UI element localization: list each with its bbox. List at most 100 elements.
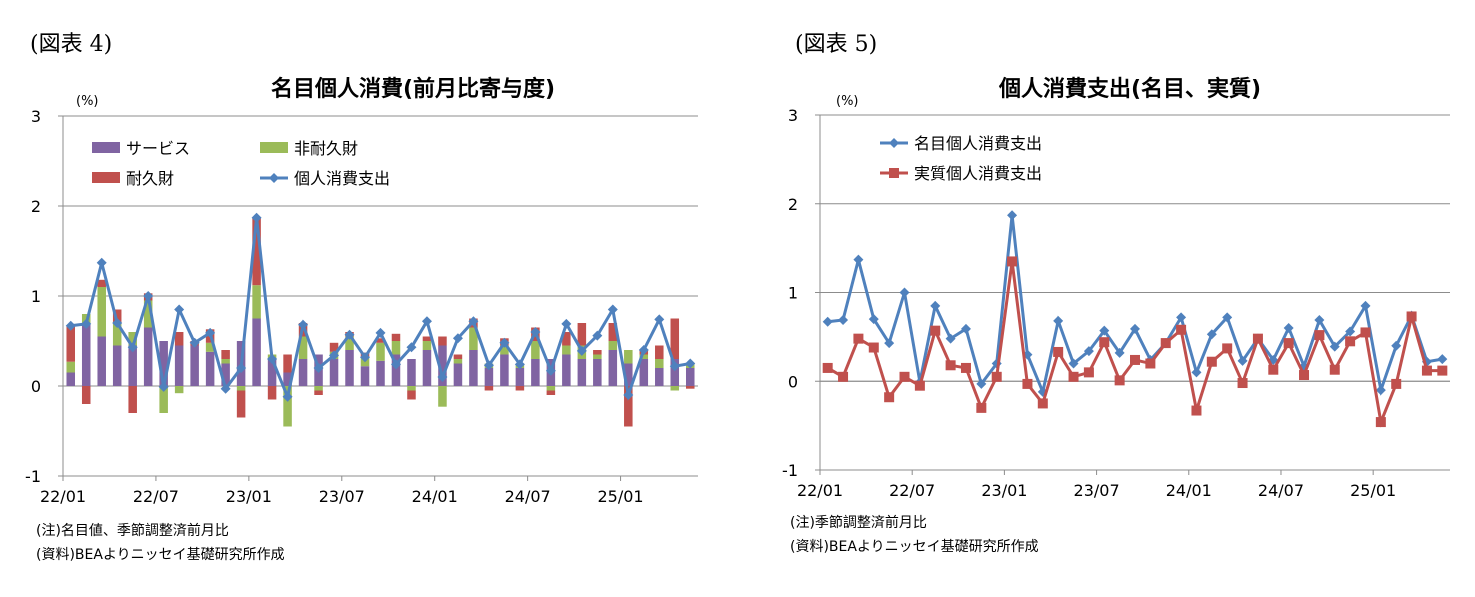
data-point xyxy=(1237,378,1248,389)
bar-segment xyxy=(484,368,494,386)
bar-segment xyxy=(376,342,385,361)
legend-label: サービス xyxy=(126,139,190,158)
data-point xyxy=(437,372,448,382)
data-point xyxy=(991,371,1002,382)
data-point xyxy=(638,345,649,355)
bar-segment xyxy=(453,354,463,359)
bar-segment xyxy=(205,351,215,386)
data-point xyxy=(483,360,494,371)
data-point xyxy=(838,371,849,382)
data-point xyxy=(1130,354,1140,365)
y-tick-label: -1 xyxy=(782,461,798,480)
bar-segment xyxy=(391,341,401,355)
bar-segment xyxy=(159,341,168,386)
chart-4-note: (注)名目値、季節調整済前月比 xyxy=(36,523,229,539)
bar-segment xyxy=(283,386,292,427)
bar-segment xyxy=(174,386,184,394)
bar-segment xyxy=(298,359,308,386)
x-tick-label: 24/07 xyxy=(1258,481,1304,500)
data-point xyxy=(1053,346,1064,357)
data-point xyxy=(1191,405,1202,416)
data-point xyxy=(267,354,278,364)
bar-segment xyxy=(391,354,401,386)
data-point xyxy=(1053,315,1064,326)
data-point xyxy=(1345,336,1356,347)
data-point xyxy=(1314,315,1325,326)
data-point xyxy=(1391,340,1402,351)
bar-segment xyxy=(221,363,230,386)
bar-segment xyxy=(438,386,447,407)
bar-segment xyxy=(190,345,199,386)
data-point xyxy=(669,361,680,372)
data-point xyxy=(1191,367,1202,378)
y-tick-label: 2 xyxy=(31,197,41,216)
chart-4-source: (資料)BEAよりニッセイ基礎研究所作成 xyxy=(36,547,285,563)
bar-segment xyxy=(469,350,478,386)
chart-5-note: (注)季節調整済前月比 xyxy=(790,515,927,531)
data-point xyxy=(884,338,895,349)
bar-segment xyxy=(655,359,664,368)
data-point xyxy=(1437,365,1448,376)
bar-segment xyxy=(143,300,153,328)
data-point xyxy=(1083,346,1094,357)
bar-segment xyxy=(221,359,230,364)
x-tick-label: 22/01 xyxy=(797,481,843,500)
data-point xyxy=(96,257,107,268)
data-point xyxy=(930,300,941,311)
data-point xyxy=(1222,312,1233,323)
figure-4-panel: (図表 4) 名目個人消費(前月比寄与度) (%) 3 2 1 0 -1 22/01 22/07… xyxy=(0,0,735,597)
bar-segment xyxy=(469,327,478,350)
bar-segment xyxy=(685,368,695,386)
data-point xyxy=(112,318,123,328)
bar-segment xyxy=(422,350,432,386)
bar-segment xyxy=(655,368,664,386)
chart-4-svg: 名目個人消費(前月比寄与度) (%) 3 2 1 0 -122/01 22/07 23/01 23… xyxy=(25,76,698,506)
bar-segment xyxy=(66,372,76,386)
data-point xyxy=(1145,358,1156,369)
bar-segment xyxy=(593,359,602,386)
chart-5-source: (資料)BEAよりニッセイ基礎研究所作成 xyxy=(790,539,1039,555)
bar-segment xyxy=(283,372,292,386)
data-point xyxy=(220,383,231,394)
data-point xyxy=(143,291,154,301)
data-point xyxy=(189,337,200,348)
bar-segment xyxy=(391,333,401,341)
data-point xyxy=(1160,338,1171,349)
bar-segment xyxy=(670,318,680,359)
chart-title: 個人消費支出(名目、実質) xyxy=(998,76,1261,102)
bar-segment xyxy=(577,323,587,346)
chart-title: 名目個人消費(前月比寄与度) xyxy=(271,76,555,102)
data-point xyxy=(1360,300,1371,311)
data-point xyxy=(899,371,910,382)
data-point xyxy=(313,363,324,373)
x-tick-label: 22/07 xyxy=(889,481,935,500)
bar-segment xyxy=(252,318,261,386)
data-point xyxy=(1268,364,1279,375)
bar-segment xyxy=(66,361,76,373)
bar-segment xyxy=(515,386,525,391)
series-line xyxy=(827,215,1443,397)
bar-segment xyxy=(624,350,633,364)
bar-segment xyxy=(562,332,571,346)
bar-segment xyxy=(453,363,463,386)
figure-5-panel: (図表 5) 個人消費支出(名目、実質) (%) 3 2 1 0 -1 22/01 22/07 2… xyxy=(740,0,1475,597)
figure-4-label: (図表 4) xyxy=(30,32,113,57)
data-point xyxy=(329,350,340,361)
y-tick-label: 0 xyxy=(788,372,798,391)
y-axis-unit-label: (%) xyxy=(836,94,859,109)
data-point xyxy=(1114,347,1125,358)
bar-segment xyxy=(422,341,432,350)
bar-segment xyxy=(97,287,106,337)
bar-segment xyxy=(252,217,261,286)
data-point xyxy=(607,304,618,315)
x-tick-label: 24/01 xyxy=(1166,481,1212,500)
data-point xyxy=(205,327,216,338)
bar-segment xyxy=(376,360,385,386)
bar-segment xyxy=(66,325,76,362)
data-point xyxy=(868,342,879,353)
data-point xyxy=(945,333,956,344)
data-point xyxy=(514,359,525,370)
y-tick-label: 1 xyxy=(31,287,41,306)
data-point xyxy=(1206,329,1217,340)
data-point xyxy=(1068,371,1079,382)
